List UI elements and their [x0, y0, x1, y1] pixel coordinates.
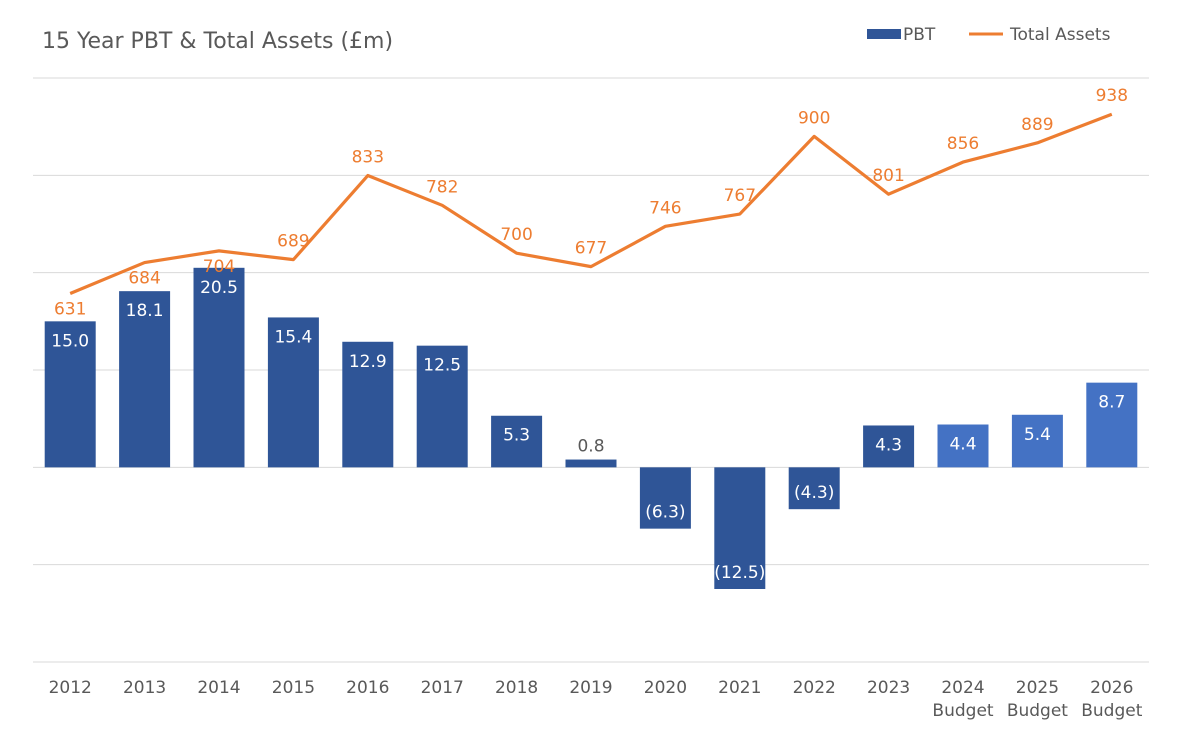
total-assets-label-2024: 856	[947, 134, 979, 154]
x-tick-2014: 2014	[197, 678, 240, 698]
pbt-label-2025: 5.4	[1024, 425, 1051, 445]
pbt-label-2024: 4.4	[949, 435, 976, 455]
legend-label-pbt: PBT	[903, 25, 936, 45]
pbt-label-2013: 18.1	[126, 301, 164, 321]
pbt-bar-2012	[44, 321, 96, 468]
pbt-bar-2015	[267, 317, 319, 468]
total-assets-label-2016: 833	[352, 148, 384, 168]
pbt-label-2018: 5.3	[503, 426, 530, 446]
x-tick-2015: 2015	[272, 678, 315, 698]
x-tick-2023: 2023	[867, 678, 910, 698]
x-tick-2013: 2013	[123, 678, 166, 698]
pbt-bars	[44, 267, 1138, 589]
pbt-bar-2023	[863, 425, 915, 468]
chart-title: 15 Year PBT & Total Assets (£m)	[42, 29, 393, 54]
legend-label-total-assets: Total Assets	[1009, 25, 1111, 45]
x-sublabel-2024: Budget	[932, 701, 993, 721]
total-assets-label-2012: 631	[54, 299, 86, 319]
pbt-label-2023: 4.3	[875, 435, 902, 455]
x-tick-2017: 2017	[421, 678, 464, 698]
pbt-bar-2017	[416, 345, 468, 468]
pbt-bar-2022	[788, 467, 840, 510]
x-tick-2019: 2019	[569, 678, 612, 698]
total-assets-label-2017: 782	[426, 177, 458, 197]
pbt-label-2014: 20.5	[200, 278, 238, 298]
x-sublabel-2025: Budget	[1007, 701, 1068, 721]
pbt-bar-2013	[119, 291, 171, 468]
x-tick-2020: 2020	[644, 678, 687, 698]
x-axis: 2012 2013 2014 2015 2016 2017 2018 2019 2020 2021…	[49, 678, 1143, 721]
x-tick-2018: 2018	[495, 678, 538, 698]
pbt-label-2016: 12.9	[349, 352, 387, 372]
data-labels: 15.0 18.1 20.5 15.4 12.9 12.5 5.3 0.8 (6.3) (12.5…	[51, 86, 1128, 583]
x-tick-2012: 2012	[49, 678, 92, 698]
total-assets-label-2022: 900	[798, 108, 830, 128]
pbt-bar-2026	[1086, 382, 1138, 468]
total-assets-line	[69, 112, 1113, 295]
total-assets-label-2018: 700	[500, 225, 532, 245]
x-tick-2026: 2026	[1090, 678, 1133, 698]
pbt-label-2020: (6.3)	[645, 503, 685, 523]
pbt-label-2022: (4.3)	[794, 483, 834, 503]
total-assets-label-2021: 767	[724, 186, 756, 206]
total-assets-label-2019: 677	[575, 239, 607, 259]
x-tick-2021: 2021	[718, 678, 761, 698]
x-tick-2024: 2024	[941, 678, 984, 698]
pbt-bar-2020	[639, 467, 691, 529]
x-tick-2022: 2022	[793, 678, 836, 698]
pbt-bar-2018	[491, 415, 543, 468]
pbt-label-2015: 15.4	[274, 327, 312, 347]
pbt-label-2017: 12.5	[423, 356, 461, 376]
legend-swatch-pbt	[867, 29, 901, 39]
pbt-bar-2019	[565, 459, 617, 468]
x-sublabel-2026: Budget	[1081, 701, 1142, 721]
total-assets-label-2015: 689	[277, 232, 309, 252]
total-assets-label-2025: 889	[1021, 115, 1053, 135]
x-tick-2016: 2016	[346, 678, 389, 698]
pbt-label-2019: 0.8	[577, 437, 604, 457]
pbt-label-2012: 15.0	[51, 331, 89, 351]
pbt-label-2026: 8.7	[1098, 393, 1125, 413]
total-assets-label-2026: 938	[1096, 86, 1128, 106]
pbt-bar-2021	[714, 467, 766, 589]
total-assets-label-2014: 704	[203, 257, 235, 277]
pbt-bar-2016	[342, 341, 394, 468]
pbt-label-2021: (12.5)	[714, 563, 765, 583]
total-assets-label-2023: 801	[872, 166, 904, 186]
legend: PBT Total Assets	[867, 25, 1111, 45]
pbt-bar-2025	[1011, 414, 1063, 468]
x-tick-2025: 2025	[1016, 678, 1059, 698]
total-assets-label-2020: 746	[649, 198, 681, 218]
total-assets-label-2013: 684	[128, 269, 160, 289]
pbt-bar-2024	[937, 424, 989, 468]
pbt-bar-2014	[193, 267, 245, 468]
